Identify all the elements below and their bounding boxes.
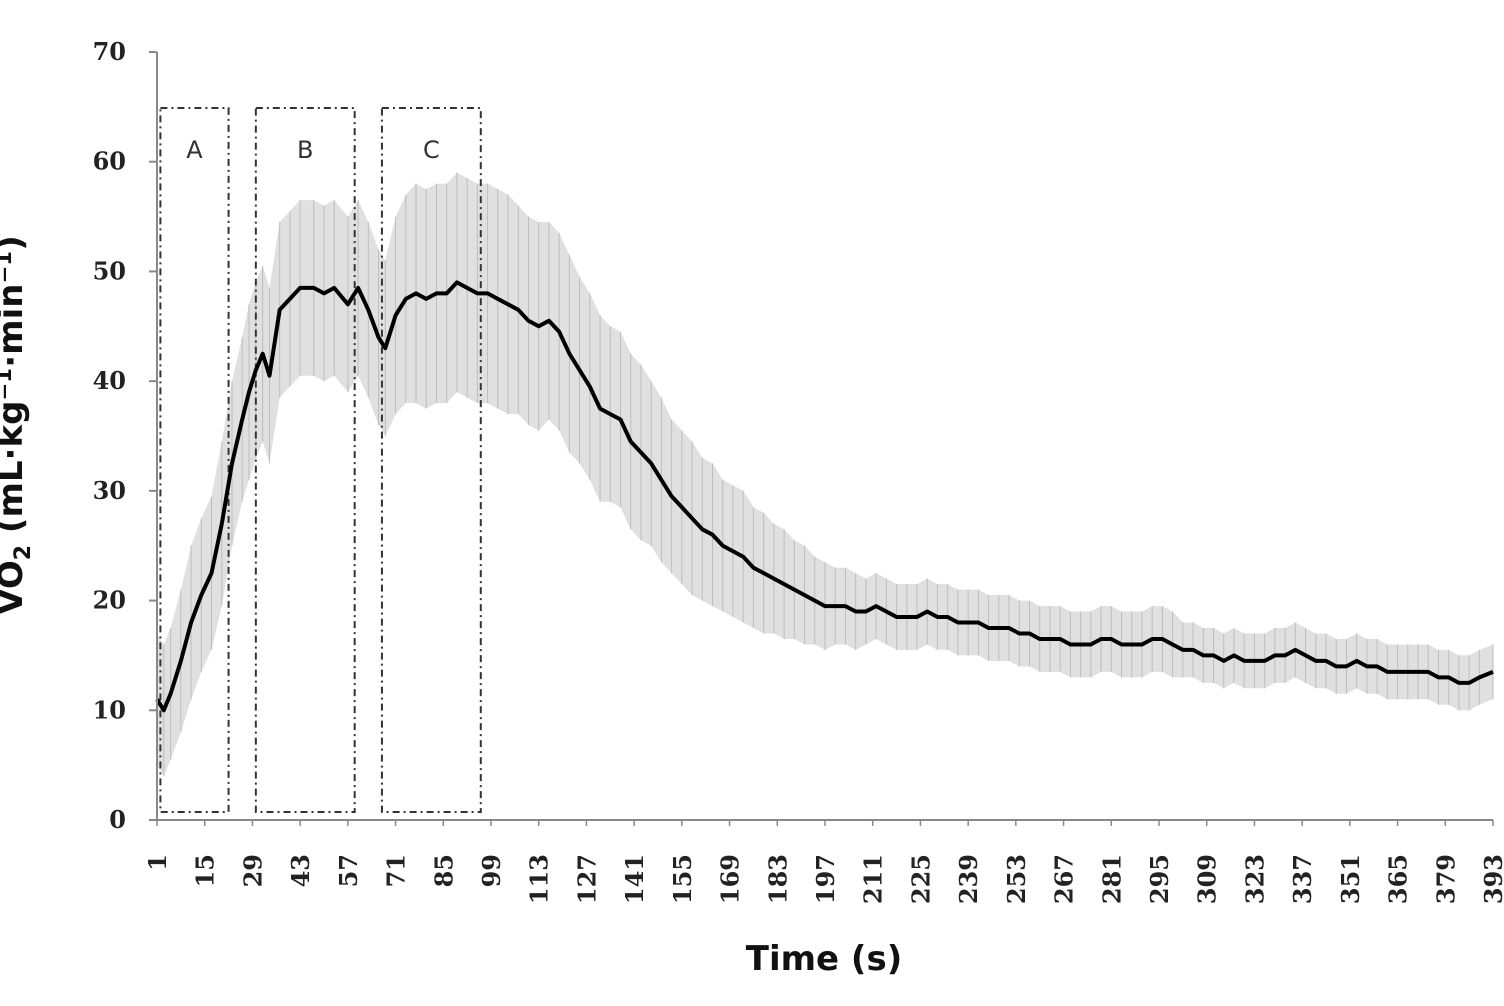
x-tick-label: 29 xyxy=(238,854,267,887)
y-axis-title-units: (mL·kg⁻¹·min⁻¹) xyxy=(0,235,31,545)
y-tick-label: 60 xyxy=(93,147,126,176)
y-tick-label: 10 xyxy=(93,695,126,724)
x-tick-label: 239 xyxy=(954,854,983,904)
region-box-a: A xyxy=(159,107,230,813)
region-label: B xyxy=(297,136,313,164)
x-tick-label: 1 xyxy=(143,854,172,871)
axes xyxy=(156,52,1493,821)
y-axis-title-subscript: 2 xyxy=(11,545,36,560)
x-tick-label: 337 xyxy=(1288,854,1317,904)
x-tick-label: 169 xyxy=(716,854,745,904)
x-tick-label: 295 xyxy=(1145,854,1174,904)
y-tick-label: 30 xyxy=(93,476,126,505)
x-tick-label: 253 xyxy=(1002,854,1031,904)
x-tick-label: 309 xyxy=(1193,854,1222,904)
x-tick-label: 155 xyxy=(668,854,697,904)
mean-line-group xyxy=(155,280,1494,713)
x-tick-label: 113 xyxy=(525,854,554,904)
region-box-b: B xyxy=(254,107,356,813)
y-axis-title: VO2 (mL·kg⁻¹·min⁻¹) xyxy=(0,235,36,615)
x-tick-label: 85 xyxy=(429,854,458,887)
x-tick-label: 197 xyxy=(811,854,840,904)
x-tick-label: 379 xyxy=(1431,854,1460,904)
mean-line xyxy=(155,280,1494,713)
x-tick-label: 393 xyxy=(1479,854,1504,904)
x-tick-label: 225 xyxy=(906,854,935,904)
region-label: C xyxy=(423,136,440,164)
x-tick-label: 99 xyxy=(477,854,506,887)
region-box-outline xyxy=(380,107,482,813)
y-tick-label: 50 xyxy=(93,256,126,285)
y-tick-label: 40 xyxy=(93,366,126,395)
x-tick-label: 267 xyxy=(1050,854,1079,904)
region-box-outline xyxy=(159,107,230,813)
x-tick-label: 323 xyxy=(1240,854,1269,904)
sd-band-area xyxy=(157,172,1493,777)
x-tick-label: 141 xyxy=(620,854,649,904)
x-tick-label: 43 xyxy=(286,854,315,887)
region-boxes: A B C xyxy=(159,107,482,813)
y-tick-label: 70 xyxy=(93,37,126,66)
x-tick-label: 15 xyxy=(191,854,220,887)
region-label: A xyxy=(186,136,203,164)
x-tick-label: 365 xyxy=(1384,854,1413,904)
y-tick-labels: 0 10 20 30 40 50 60 70 xyxy=(93,37,157,834)
sd-band xyxy=(156,172,1494,777)
x-tick-label: 183 xyxy=(763,854,792,904)
region-box-c: C xyxy=(380,107,482,813)
region-box-outline xyxy=(254,107,356,813)
x-tick-label: 211 xyxy=(859,854,888,904)
x-tick-label: 71 xyxy=(382,854,411,887)
x-tick-label: 127 xyxy=(572,854,601,904)
x-tick-label: 57 xyxy=(334,854,363,887)
x-tick-label: 351 xyxy=(1336,854,1365,904)
y-tick-label: 20 xyxy=(93,586,126,615)
x-tick-label: 281 xyxy=(1097,854,1126,904)
x-axis-title: Time (s) xyxy=(746,939,903,979)
x-tick-labels: 1 15 29 43 57 71 85 99 113 127 141 155 169 183 197 211 2… xyxy=(143,820,1504,904)
y-axis-title-main: VO xyxy=(0,560,31,615)
y-tick-label: 0 xyxy=(109,805,126,834)
